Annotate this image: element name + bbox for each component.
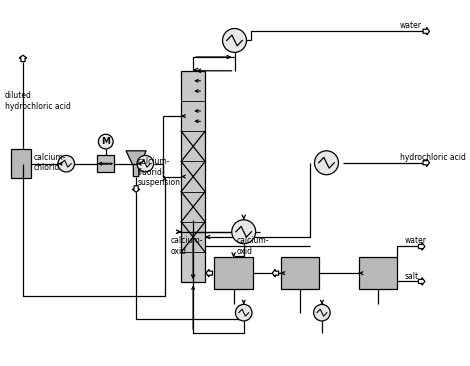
Polygon shape	[19, 55, 27, 61]
Polygon shape	[206, 269, 212, 277]
Bar	[11, 149, 31, 178]
Bar	[97, 156, 114, 172]
Bar	[281, 258, 319, 289]
Polygon shape	[418, 278, 425, 285]
Polygon shape	[418, 243, 425, 250]
Circle shape	[137, 156, 154, 172]
Circle shape	[223, 29, 246, 52]
Text: calcium-
fluorid-
suspension: calcium- fluorid- suspension	[138, 157, 181, 187]
Text: calcium-
chlоrid: calcium- chlоrid	[34, 153, 67, 172]
Text: calcium-
oxid: calcium- oxid	[236, 236, 269, 256]
Circle shape	[314, 151, 338, 175]
Text: water: water	[400, 20, 422, 30]
Circle shape	[98, 134, 113, 149]
Polygon shape	[423, 159, 430, 167]
Text: hydrochloric acid: hydrochloric acid	[400, 153, 466, 162]
Circle shape	[58, 156, 74, 172]
Polygon shape	[126, 151, 146, 176]
Polygon shape	[423, 27, 430, 35]
Text: water: water	[405, 236, 427, 245]
Circle shape	[232, 220, 256, 244]
Bar	[359, 258, 397, 289]
Polygon shape	[133, 186, 140, 192]
Polygon shape	[272, 269, 279, 277]
Text: M: M	[101, 137, 110, 146]
Circle shape	[313, 305, 330, 321]
Text: calcium-
oxid: calcium- oxid	[170, 236, 203, 256]
Circle shape	[235, 305, 252, 321]
Text: salt: salt	[405, 272, 419, 281]
Text: diluted
hydrochloric acid: diluted hydrochloric acid	[5, 92, 70, 111]
Bar	[214, 258, 253, 289]
Bar	[181, 71, 205, 282]
